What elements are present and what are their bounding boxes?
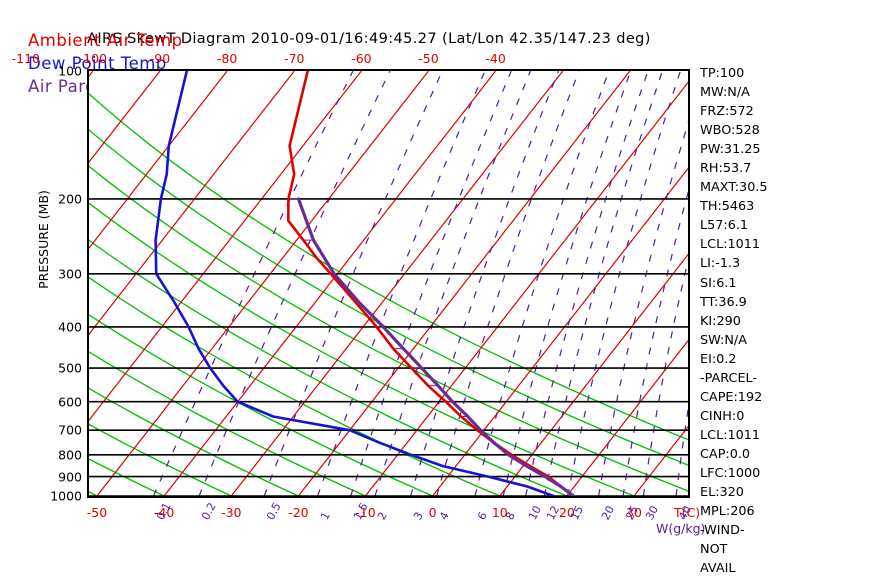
info-row: SI:6.1 [700,275,737,291]
temp-bottom-tick: -40 [153,505,175,520]
temp-bottom-tick: 20 [558,505,575,520]
chart-title: AIRS SkewT Diagram 2010-09-01/16:49:45.2… [87,31,651,47]
mixing-ratio-tick: 10 [525,503,544,523]
pressure-tick: 400 [58,319,82,335]
temp-bottom-tick: -20 [288,505,309,520]
info-row: LCL:1011 [700,237,761,253]
temp-bottom-tick: -50 [86,505,108,520]
mixing-ratio-tick: 0.2 [199,500,219,523]
info-row: AVAIL [700,561,736,577]
temp-top-tick: -70 [284,51,305,66]
temp-bottom-tick: -10 [355,505,376,520]
mixing-ratio-tick: 2 [375,509,390,523]
info-row: MPL:206 [700,504,755,520]
pressure-tick: 300 [58,266,82,282]
info-row: CINH:0 [700,408,745,424]
temp-top-tick: -100 [78,51,108,66]
temp-top-tick: -90 [149,51,171,66]
temp-top-tick: -40 [485,51,506,66]
info-panel: TP:100 MW:N/A FRZ:572 WBO:528 PW:31.25 RH:53.… [700,64,865,578]
info-row: EL:320 [700,485,744,501]
cape-shading [288,198,549,478]
temp-bottom-tick: 30 [626,505,642,520]
info-row: FRZ:572 [700,104,754,120]
pressure-tick: 200 [58,191,82,207]
info-row: SW:N/A [700,332,747,348]
isobar-lines [89,198,688,496]
info-row: MW:N/A [700,85,750,101]
temp-bottom-tick: 10 [491,505,508,520]
skewt-grid-and-traces [89,71,688,496]
info-row: CAPE:192 [700,389,763,405]
temp-bottom-tick: -30 [221,505,242,520]
pressure-tick: 900 [58,469,82,485]
mixing-ratio-tick: 30 [643,503,662,523]
info-row: TT:36.9 [700,294,747,310]
pressure-tick: 600 [58,394,82,410]
info-row: LCL:1011 [700,427,761,443]
mixing-ratio-tick: 20 [598,503,617,523]
pressure-tick: 500 [58,360,82,376]
info-row: RH:53.7 [700,161,752,177]
mixing-ratio-tick: 6 [475,509,490,523]
legend-dew-point-temp: Dew Point Temp [28,54,167,73]
plot-area [87,69,690,498]
temp-top-tick: -60 [351,51,372,66]
info-row: LFC:1000 [700,465,761,481]
info-row: TH:5463 [700,199,755,215]
temp-top-tick: -110 [11,51,40,66]
pressure-tick: 700 [58,422,82,438]
legend-ambient-air-temp: Ambient Air Temp [28,31,183,50]
mixing-ratio-axis-label: W(g/kg) [656,521,706,536]
info-row: EI:0.2 [700,351,737,367]
pressure-tick: 100 [58,63,82,79]
mixing-ratio-tick: 3 [410,509,426,523]
mixing-ratio-tick: 1 [317,509,333,523]
skewt-diagram: AIRS SkewT Diagram 2010-09-01/16:49:45.2… [11,31,768,576]
info-row: PW:31.25 [700,142,761,158]
info-row: LI:-1.3 [700,256,741,272]
mixing-ratio-tick: 0.5 [264,500,284,523]
sounding-traces [154,71,576,496]
info-row: -WIND- [700,523,745,539]
mixing-ratio-lines [152,71,688,496]
info-row: CAP:0.0 [700,446,751,462]
pressure-tick: 800 [58,447,82,463]
temp-top-tick: -80 [216,51,238,66]
temp-top-tick: -50 [418,51,439,66]
info-row: TP:100 [700,66,745,81]
pressure-tick: 1000 [50,488,82,504]
isotherm-lines [89,71,688,496]
temperature-axis-label: T(C) [674,505,701,520]
info-row: MAXT:30.5 [700,180,768,196]
info-row: WBO:528 [700,123,760,139]
info-row: L57:6.1 [700,218,749,234]
info-row: NOT [700,542,728,558]
info-row: KI:290 [700,313,741,329]
mixing-ratio-tick: 8 [503,509,518,523]
info-row: -PARCEL- [700,370,758,386]
temp-bottom-tick: 0 [428,505,437,520]
mixing-ratio-tick: 4 [436,509,452,523]
